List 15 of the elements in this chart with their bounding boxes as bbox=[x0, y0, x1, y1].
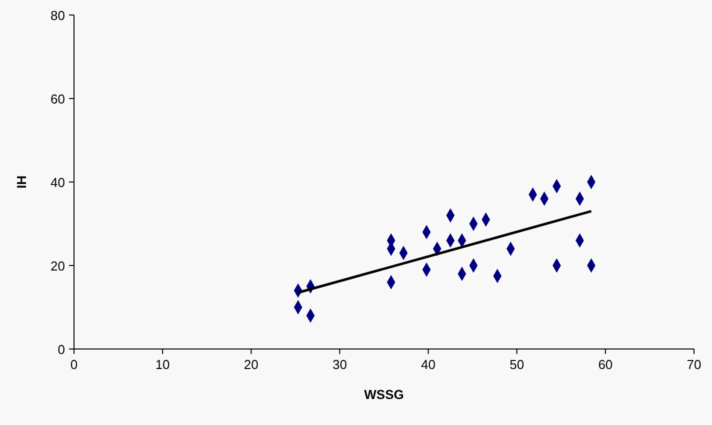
x-tick-label: 50 bbox=[510, 357, 524, 372]
x-axis-title: WSSG bbox=[364, 387, 404, 402]
y-tick-label: 40 bbox=[50, 175, 65, 190]
x-tick-label: 40 bbox=[421, 357, 436, 372]
x-tick-label: 60 bbox=[598, 357, 613, 372]
y-tick-label: 0 bbox=[58, 342, 65, 357]
x-tick-label: 20 bbox=[244, 357, 258, 372]
x-tick-label: 10 bbox=[155, 357, 170, 372]
x-tick-label: 0 bbox=[70, 357, 78, 372]
x-tick-label: 70 bbox=[686, 357, 702, 372]
x-tick-label: 30 bbox=[332, 357, 347, 372]
y-tick-label: 20 bbox=[50, 258, 65, 274]
y-tick-label: 60 bbox=[50, 92, 65, 106]
y-tick-label: 80 bbox=[50, 8, 65, 23]
y-axis-title: IH bbox=[14, 176, 29, 188]
